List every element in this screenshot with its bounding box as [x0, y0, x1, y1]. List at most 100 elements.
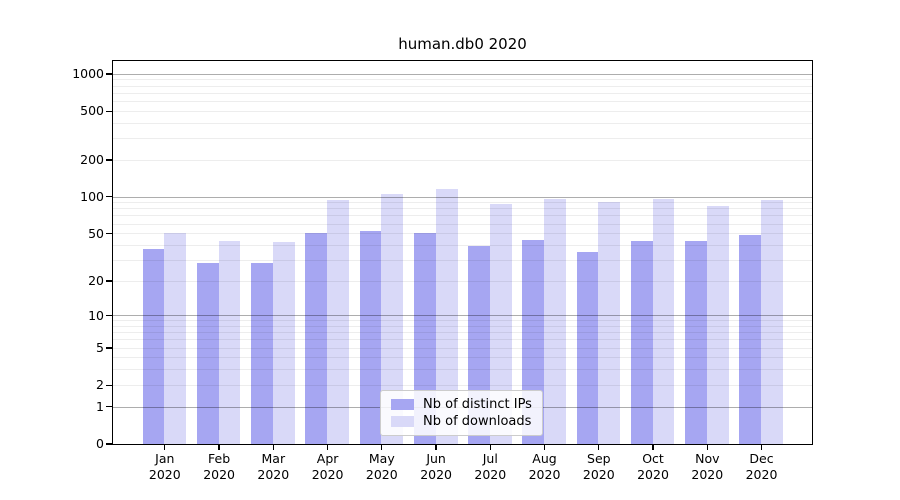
gridline-minor [112, 357, 812, 359]
x-tick-mark [760, 444, 763, 450]
gridline-minor [112, 202, 812, 204]
bar-nb-of-distinct-ips [142, 248, 165, 444]
gridline-minor [112, 110, 812, 112]
x-tick-label: Apr 2020 [296, 451, 360, 482]
x-tick-mark [706, 444, 708, 450]
y-tick-label: 2 [96, 377, 104, 393]
x-tick-label: Oct 2020 [621, 451, 685, 482]
y-tick-mark [106, 443, 112, 445]
y-tick-label: 50 [88, 225, 104, 241]
x-tick-mark [543, 444, 546, 450]
x-tick-label: Nov 2020 [675, 451, 739, 482]
x-tick-month: May [368, 451, 395, 466]
x-tick-month: Aug [532, 451, 557, 466]
x-tick-month: Jul [482, 451, 498, 466]
gridline-minor [112, 280, 812, 282]
y-tick-mark [106, 159, 112, 161]
x-tick-label: May 2020 [350, 451, 414, 482]
x-tick-mark [164, 444, 166, 450]
x-tick-month: Dec [749, 451, 774, 466]
gridline-minor [112, 122, 812, 124]
gridline-minor [112, 233, 812, 235]
gridline-major [112, 196, 812, 198]
bar-nb-of-downloads [761, 200, 783, 444]
x-tick-label: Sep 2020 [567, 451, 631, 482]
y-tick-label: 0 [96, 436, 104, 451]
gridline-minor [112, 92, 812, 94]
bar-nb-of-distinct-ips [739, 235, 762, 444]
x-tick-month: Nov [695, 451, 720, 466]
legend: Nb of distinct IPs Nb of downloads [380, 390, 543, 436]
y-tick-mark [106, 314, 112, 317]
y-tick-mark [106, 73, 112, 75]
y-tick-label: 200 [80, 152, 104, 167]
gridline-minor [112, 138, 812, 140]
x-tick-label: Feb 2020 [187, 451, 251, 482]
x-tick-mark [218, 444, 220, 450]
y-tick-mark [106, 196, 112, 198]
y-tick-mark [106, 406, 112, 408]
x-tick-month: Jun [426, 451, 446, 466]
x-tick-mark [652, 444, 654, 450]
x-tick-month: Apr [316, 451, 339, 466]
x-tick-year: 2020 [365, 466, 398, 482]
bar-nb-of-downloads [272, 242, 295, 444]
legend-swatch-downloads [391, 416, 414, 427]
x-tick-year: 2020 [582, 466, 615, 482]
bar-nb-of-distinct-ips [196, 263, 219, 444]
y-tick-label: 1 [96, 398, 104, 414]
x-tick-mark [326, 444, 329, 450]
x-tick-month: Feb [208, 451, 231, 466]
bar-nb-of-downloads [218, 241, 241, 444]
bar-nb-of-downloads [327, 200, 350, 444]
gridline-minor [112, 259, 812, 261]
legend-item-downloads: Nb of downloads [391, 413, 532, 430]
bar-nb-of-downloads [544, 199, 567, 444]
bar-nb-of-distinct-ips [630, 241, 653, 444]
plot-area [111, 59, 813, 445]
y-tick-mark [106, 232, 112, 235]
x-tick-year: 2020 [528, 466, 561, 482]
gridline-minor [112, 223, 812, 225]
bar-nb-of-downloads [652, 198, 675, 444]
x-tick-mark [489, 444, 491, 450]
bar-nb-of-distinct-ips [359, 231, 382, 444]
gridline-minor [112, 347, 812, 349]
gridline-minor [112, 208, 812, 210]
y-tick-mark [106, 110, 112, 112]
gridline-major [112, 315, 812, 317]
y-tick-label: 1000 [72, 66, 104, 81]
y-tick-mark [106, 280, 112, 282]
bar-nb-of-distinct-ips [576, 251, 599, 444]
y-tick-label: 10 [88, 307, 104, 323]
gridline-minor [112, 215, 812, 217]
gridline-minor [112, 79, 812, 81]
bar-nb-of-downloads [164, 233, 187, 444]
gridlines-layer [112, 61, 812, 444]
x-tick-year: 2020 [257, 466, 290, 482]
x-tick-year: 2020 [148, 466, 181, 482]
gridline-minor [112, 369, 812, 371]
x-tick-mark [381, 444, 383, 450]
x-tick-month: Jan [155, 451, 175, 466]
x-tick-mark [598, 444, 600, 450]
legend-label-downloads: Nb of downloads [423, 414, 532, 429]
bar-nb-of-downloads [435, 189, 458, 444]
x-tick-label: Mar 2020 [241, 451, 305, 482]
x-tick-mark [272, 444, 274, 450]
y-tick-mark [106, 347, 112, 349]
x-tick-month: Sep [587, 451, 611, 466]
y-tick-mark [106, 384, 112, 386]
x-tick-year: 2020 [311, 466, 344, 482]
x-tick-label: Aug 2020 [513, 451, 577, 482]
gridline-minor [112, 85, 812, 87]
x-tick-year: 2020 [691, 466, 724, 482]
bar-nb-of-downloads [706, 205, 729, 444]
x-tick-year: 2020 [745, 466, 778, 482]
gridline-minor [112, 320, 812, 322]
bar-nb-of-distinct-ips [251, 263, 273, 444]
y-tick-label: 5 [96, 340, 104, 356]
y-tick-label: 20 [88, 273, 104, 288]
gridline-minor [112, 332, 812, 334]
x-tick-year: 2020 [203, 466, 235, 482]
